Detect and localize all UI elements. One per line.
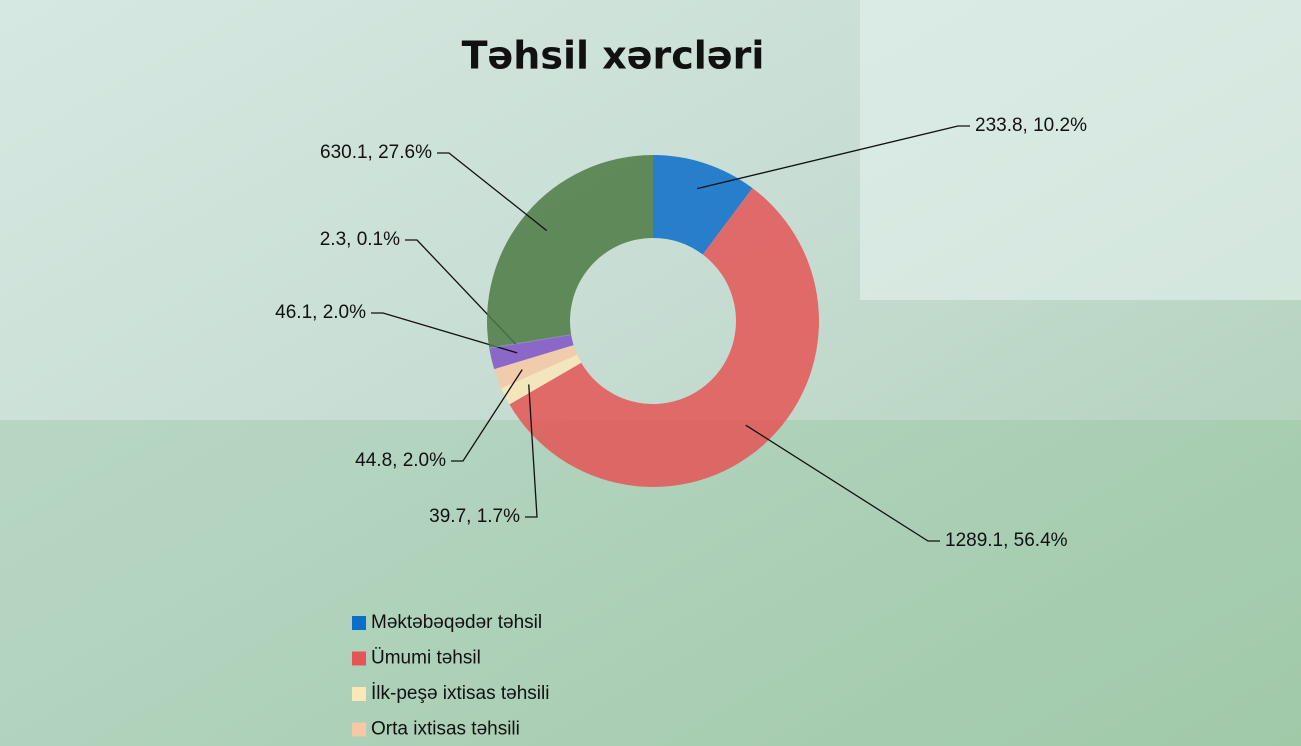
data-label: 630.1, 27.6%	[320, 142, 432, 163]
legend-label: Orta ixtisas təhsili	[371, 719, 520, 740]
background-wall	[860, 0, 1301, 300]
leader-line	[437, 152, 548, 232]
leader-line	[745, 424, 940, 542]
legend-label: Məktəbəqədər təhsil	[371, 612, 542, 633]
data-label: 2.3, 0.1%	[320, 229, 400, 250]
legend-swatch	[352, 616, 366, 630]
data-label: 46.1, 2.0%	[275, 302, 366, 323]
chart-title: Təhsil xərcləri	[462, 34, 765, 78]
donut-segment	[509, 188, 820, 488]
donut-segment	[494, 345, 578, 389]
donut-segment	[489, 334, 574, 370]
donut-segment	[486, 155, 653, 348]
leader-line	[371, 312, 518, 354]
legend-swatch	[352, 722, 366, 737]
legend-label: Ümumi təhsil	[371, 648, 481, 669]
legend-swatch	[352, 651, 366, 666]
leader-line	[405, 239, 516, 345]
donut-segment	[653, 155, 753, 255]
donut-segment	[501, 354, 582, 405]
leader-line	[525, 384, 538, 518]
data-label: 44.8, 2.0%	[355, 450, 446, 471]
leader-line	[696, 125, 970, 190]
data-label: 1289.1, 56.4%	[945, 530, 1068, 551]
legend-swatch	[352, 687, 366, 701]
leader-line	[451, 369, 523, 462]
legend-label: İlk-peşə ixtisas təhsili	[371, 683, 549, 704]
data-label: 233.8, 10.2%	[975, 115, 1087, 136]
donut-segment	[489, 334, 572, 349]
data-label: 39.7, 1.7%	[429, 506, 520, 527]
